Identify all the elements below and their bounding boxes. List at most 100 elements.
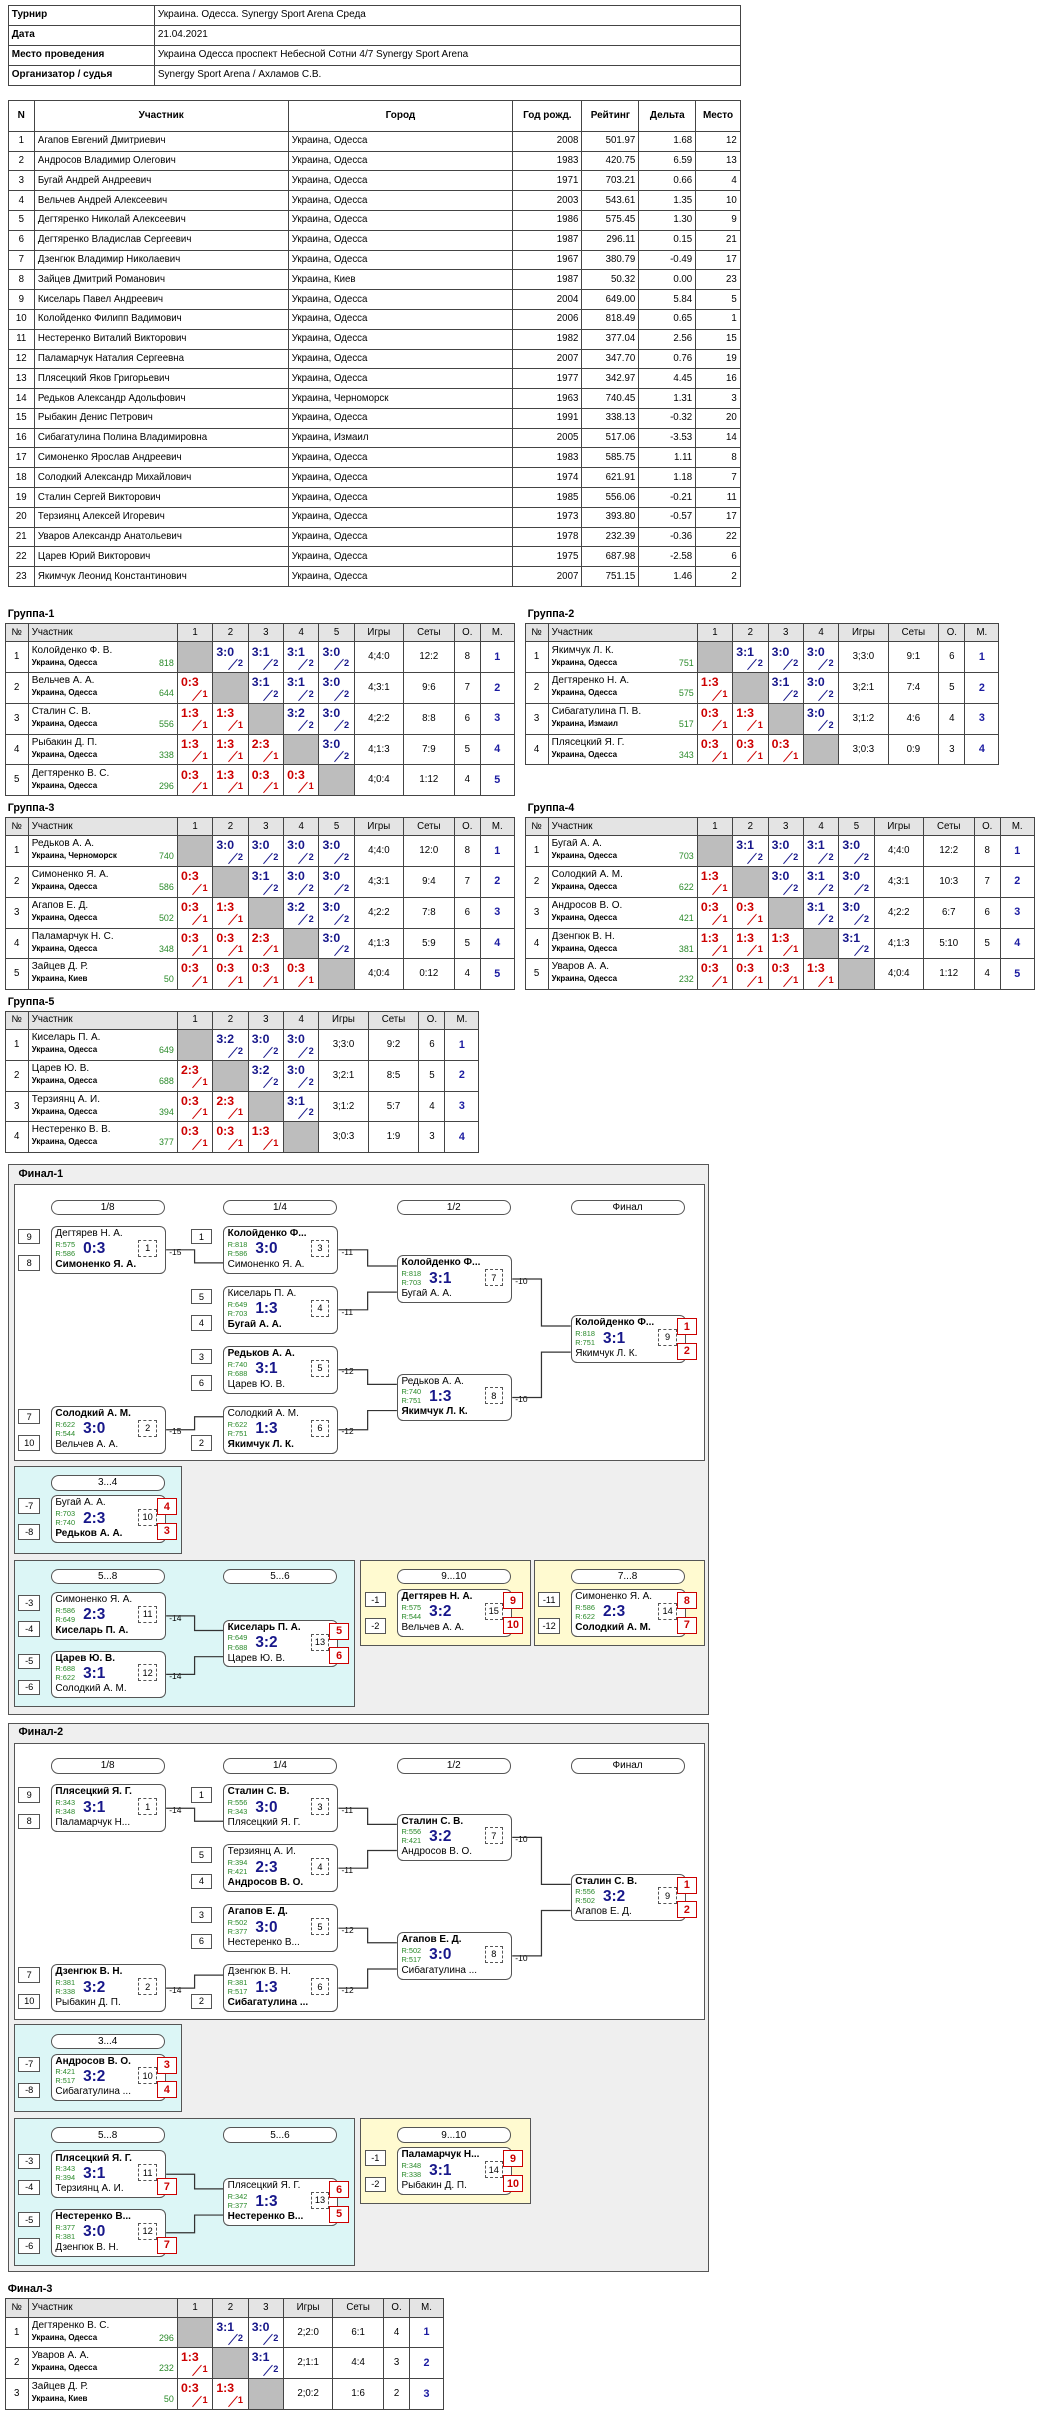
place: 1 [676,1876,697,1894]
participant-city: Украина, Одесса [31,719,98,729]
match-number: 4 [310,1299,330,1317]
column-header: Участник [547,622,698,643]
player-cell: 1986 [512,209,583,231]
place: 3 [964,702,1000,735]
player-rating: R:703 [401,1278,422,1288]
participant-rating: 649 [158,1045,174,1056]
player-name: Вельчев А. А. [55,1439,119,1450]
column-header: Сеты [367,1010,420,1031]
result-cell: 3:0 2 [318,835,355,867]
place: 4 [479,927,515,960]
participant-info: Украина, Киев 50 [32,975,174,984]
result-score: 3:0 [251,838,270,853]
participant-name: Киселарь П. А. [31,1033,101,1044]
result-cell: 2:3 1 [176,1059,214,1092]
participant-city: Украина, Одесса [31,688,98,698]
participant-city: Украина, Киев [31,974,88,984]
participant-rating: 50 [163,2394,174,2405]
result-cell: 1:3 1 [802,958,840,990]
group-row: 3 Зайцев Д. Р. Украина, Киев 50 0:3 1 1:3 1 2;0:… [4,2378,444,2410]
group-row: 1 Колойденко Ф. В. Украина, Одесса 818 3:0 2 3… [4,641,515,674]
next-match: -10 [515,1275,528,1286]
player-rating: R:818 [575,1328,595,1338]
result-points: 1 [793,975,799,986]
result-score: 1:3 [700,930,719,945]
participant-info: Украина, Одесса 644 [32,689,174,698]
seed: 3 [190,1349,213,1365]
place: 1 [479,835,515,867]
player-row: 21 Уваров Александр Анатольевич Украина, О… [7,526,741,548]
player-rating: R:586 [227,1248,248,1258]
result-score: 0:3 [180,1093,199,1108]
result-points: 1 [273,750,279,761]
player-rating: R:622 [55,1673,76,1683]
round-header: 9...10 [396,2127,511,2143]
result-points: 2 [863,944,870,955]
participant-name: Дегтяренко В. С. [31,2320,110,2331]
sets: 1:12 [922,958,975,990]
participant: Зайцев Д. Р. Украина, Киев 50 [27,2378,178,2410]
result-points: 1 [202,975,208,986]
player-name: Агапов Е. Д. [575,1907,632,1918]
row-number: 4 [4,733,29,766]
participant-name: Царев Ю. В. [31,1063,90,1074]
result-score: 3:0 [322,838,341,853]
match-box [50,1784,167,1833]
column-header: 2 [732,816,769,837]
match-number: 1 [138,1798,157,1816]
result-cell: 0:3 1 [176,1090,214,1123]
sets: 0:9 [887,733,940,766]
participant-name: Сибагатулина П. В. [551,707,642,717]
games: 4;0:4 [353,958,404,990]
connector [338,1968,397,1989]
match-box [570,1589,687,1637]
player-row: 18 Солодкий Александр Михайлович Украина, … [7,467,741,489]
self-cell [802,927,840,960]
player-rating: R:556 [575,1887,595,1897]
player-name: Симоненко Я. А. [227,1259,305,1270]
result-cell: 3:0 2 [283,866,320,898]
match-number: 3 [310,1798,330,1816]
result-score: 1:3 [216,736,235,751]
next-match: -15 [169,1246,182,1257]
result-score: 1:3 [700,869,719,884]
match-box [396,1589,513,1637]
player-rating: R:338 [55,1987,76,1997]
next-match: -10 [515,1394,528,1405]
result-cell: 3:0 2 [247,835,284,867]
match-box [50,1650,167,1699]
result-cell: 3:2 2 [212,1029,249,1061]
match-number: 12 [138,2222,157,2240]
connector [512,1836,571,1885]
result-cell: 3:0 2 [283,835,320,867]
players-table: N Участник Город Год рожд. Рейтинг Дельта Мест… [7,99,741,588]
points: 6 [418,1029,446,1061]
result-points: 1 [202,750,208,761]
column-header: М. [999,816,1035,837]
match-score: 2:3 [255,1858,278,1876]
match-score: 1:3 [255,2192,278,2210]
participant-rating: 586 [158,882,174,893]
group-row: 5 Уваров А. А. Украина, Одесса 232 0:3 1 0:3 1 0… [524,958,1035,990]
self-cell [176,835,214,867]
column-header: О. [938,622,966,643]
player-name: Колойденко Ф... [227,1229,307,1240]
result-score: 3:0 [322,706,341,720]
self-cell [696,641,734,674]
result-points: 2 [828,852,834,863]
place: 4 [964,733,1000,766]
column-header: Игры [873,816,924,837]
result-cell: 2:3 1 [247,927,284,960]
player-name: Паламарчук Н... [401,2150,480,2161]
match-box [223,1904,339,1952]
place: 4 [444,1121,480,1154]
player-rating: R:517 [227,1987,248,1997]
participant-name: Нестеренко В. В. [31,1125,111,1136]
participant-name: Терзиянц А. И. [31,1094,100,1105]
result-cell: 3:1 2 [283,641,320,674]
participant-rating: 502 [158,912,174,923]
participant: Паламарчук Н. С. Украина, Одесса 348 [27,927,178,960]
result-score: 0:3 [180,869,199,884]
result-points: 1 [202,944,208,955]
games: 3;2:1 [318,1059,369,1092]
